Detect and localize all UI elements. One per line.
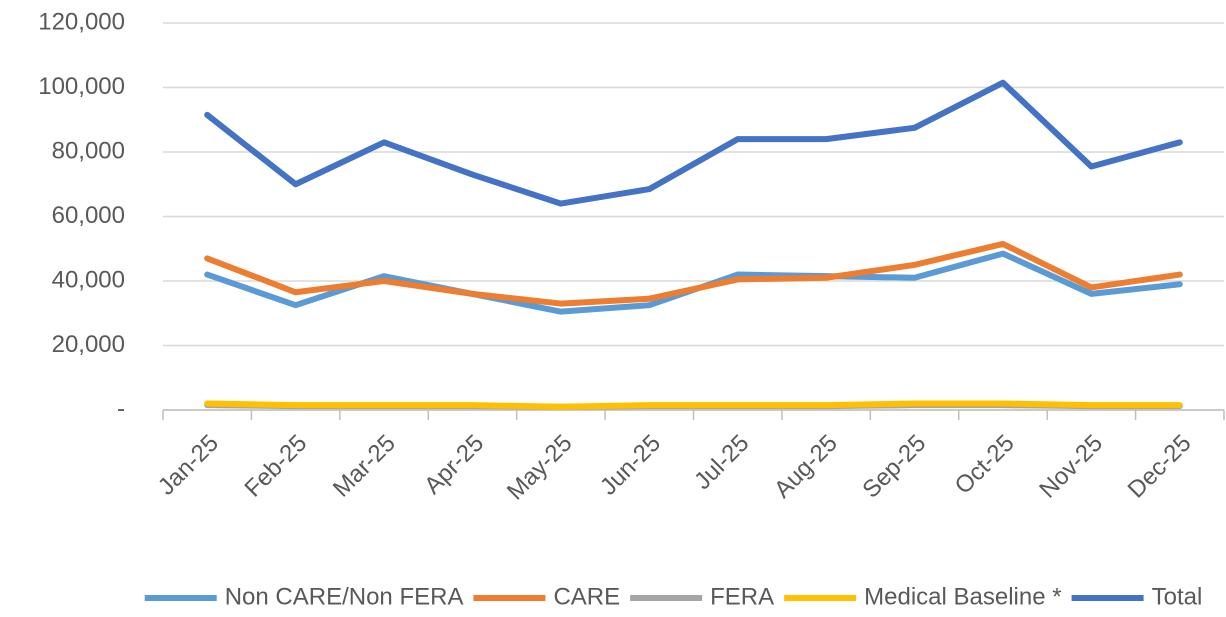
y-tick-label: 100,000 xyxy=(38,73,125,100)
y-tick-label: - xyxy=(117,395,125,422)
x-tick-label: Sep-25 xyxy=(857,430,931,504)
x-tick-label: Apr-25 xyxy=(419,430,489,500)
legend-label: Medical Baseline * xyxy=(864,583,1061,610)
y-tick-label: 40,000 xyxy=(52,266,125,293)
x-tick-label: Feb-25 xyxy=(239,430,312,503)
y-tick-label: 20,000 xyxy=(52,331,125,358)
x-tick-label: Jul-25 xyxy=(689,430,754,495)
x-tick-label: Dec-25 xyxy=(1123,430,1197,504)
x-tick-label: Jan-25 xyxy=(153,430,224,501)
series-line xyxy=(204,240,1183,307)
x-tick-label: Jun-25 xyxy=(595,430,666,501)
legend-label: CARE xyxy=(553,583,620,610)
x-tick-label: Nov-25 xyxy=(1034,430,1108,504)
series-line xyxy=(204,400,1183,410)
series-line xyxy=(204,79,1183,207)
legend-label: Total xyxy=(1152,583,1203,610)
y-tick-label: 120,000 xyxy=(38,8,125,35)
x-tick-label: Oct-25 xyxy=(950,430,1020,500)
x-tick-label: May-25 xyxy=(502,430,578,506)
y-tick-label: 60,000 xyxy=(52,202,125,229)
y-tick-label: 80,000 xyxy=(52,137,125,164)
x-tick-label: Aug-25 xyxy=(769,430,843,504)
legend-label: Non CARE/Non FERA xyxy=(225,583,464,610)
x-tick-label: Mar-25 xyxy=(328,430,401,503)
legend: Non CARE/Non FERA CARE FERA Medical Baselin… xyxy=(144,583,1203,610)
legend-label: FERA xyxy=(710,583,774,610)
